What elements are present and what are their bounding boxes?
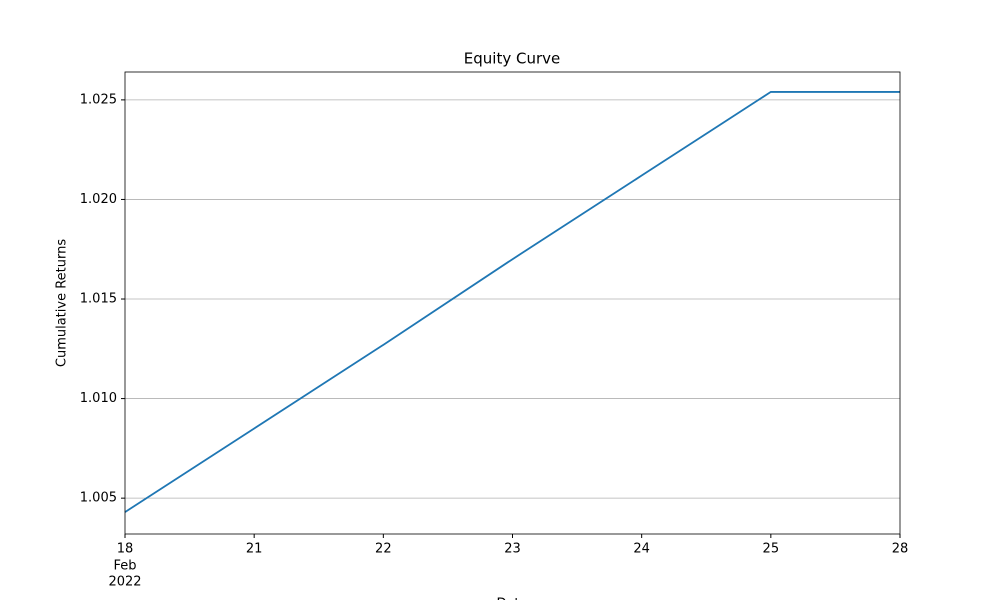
chart-title: Equity Curve [464,50,560,68]
y-axis-label: Cumulative Returns [55,239,70,367]
plot-frame [124,71,901,535]
y-tick-label: 1.005 [80,491,117,506]
y-tick-label: 1.020 [80,192,117,207]
x-month-label: Feb [113,559,136,574]
x-tick-label: 21 [246,542,263,557]
x-tick-label: 28 [892,542,909,557]
x-tick-label: 22 [375,542,392,557]
x-tick-label: 24 [633,542,650,557]
x-tick-label: 25 [763,542,780,557]
x-axis-label: Date [496,597,527,600]
x-tick-label: 18 [117,542,134,557]
y-tick-label: 1.010 [80,391,117,406]
x-tick-label: 23 [504,542,521,557]
x-year-label: 2022 [108,575,141,590]
line [124,91,900,513]
y-tick-label: 1.015 [80,292,117,307]
y-tick-label: 1.025 [80,92,117,107]
